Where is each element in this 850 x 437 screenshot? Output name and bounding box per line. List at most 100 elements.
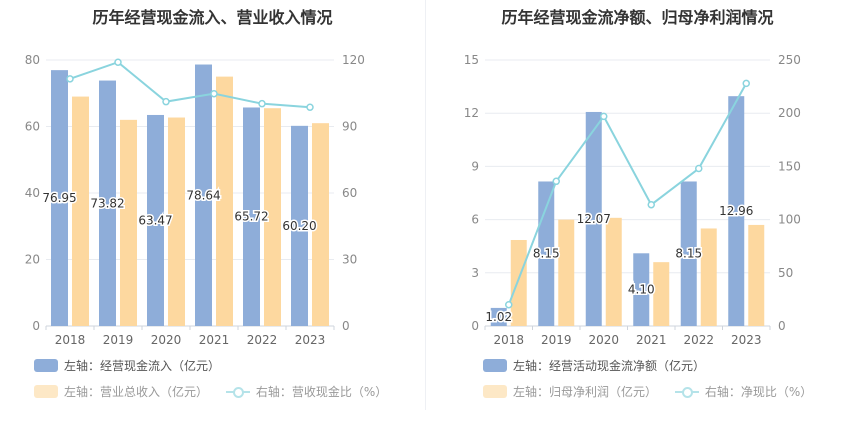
- y-left-tick-label: 60: [25, 120, 40, 134]
- legend-item-net-cash-ratio[interactable]: 右轴：净现比（%）: [674, 383, 813, 400]
- ratio-point: [306, 103, 314, 111]
- y-left-tick-label: 80: [25, 53, 40, 67]
- chart-panel-right: 历年经营现金流净额、归母净利润情况 0 3 6 9 12 15 0 50 100 150 200 25…: [425, 0, 850, 437]
- bar-data-label: 60.20: [282, 219, 316, 233]
- ratio-point: [66, 75, 74, 83]
- legend-item-net-cash-flow[interactable]: 左轴：经营活动现金流净额（亿元）: [483, 357, 705, 374]
- bar-data-label: 78.64: [186, 188, 220, 202]
- bar-1-secondary: [700, 228, 717, 326]
- bar-data-label: 76.95: [42, 191, 76, 205]
- x-tick-label: 2022: [683, 333, 714, 347]
- bar-0-primary: [291, 125, 308, 327]
- bar-0-secondary: [120, 119, 137, 326]
- legend-swatch: [225, 385, 250, 398]
- y-right-tick-label: 30: [342, 253, 357, 267]
- legend-swatch: [483, 359, 507, 372]
- y-right-tick-label: 0: [342, 319, 350, 333]
- x-tick-label: 2023: [295, 333, 326, 347]
- legend-item-ratio[interactable]: 右轴：营收现金比（%）: [225, 383, 388, 400]
- legend-swatch: [483, 385, 507, 398]
- chart-panel-left: 历年经营现金流入、营业收入情况 0 20 40 60 80 0 30 60 90 120 2018 2…: [25, 8, 388, 400]
- y-left-tick-label: 20: [25, 253, 40, 267]
- ratio-line: [507, 82, 748, 306]
- ratio-point: [258, 99, 266, 108]
- legend-item-net-profit[interactable]: 左轴：归母净利润（亿元）: [483, 383, 657, 400]
- ratio-point: [114, 58, 122, 66]
- bar-0-primary: [51, 70, 68, 326]
- chart-title: 历年经营现金流入、营业收入情况: [92, 8, 333, 27]
- ratio-point: [552, 177, 560, 186]
- bar-data-label: 63.47: [138, 213, 172, 227]
- y-left-tick-label: 12: [464, 106, 479, 120]
- x-tick-label: 2023: [731, 333, 762, 347]
- bar-data-label: 73.82: [90, 196, 124, 210]
- ratio-point: [695, 164, 703, 173]
- bar-1-secondary: [510, 239, 527, 326]
- bar-1-secondary: [605, 217, 622, 326]
- bar-data-label: 8.15: [675, 247, 702, 261]
- x-tick-label: 2018: [55, 333, 86, 347]
- legend-label: 左轴：经营活动现金流净额（亿元）: [513, 359, 706, 373]
- legend-swatch: [34, 359, 58, 372]
- ratio-line: [69, 61, 311, 109]
- x-tick-label: 2019: [541, 333, 572, 347]
- bar-0-secondary: [168, 117, 185, 327]
- y-right-tick-label: 250: [778, 53, 801, 67]
- x-tick-label: 2019: [103, 333, 134, 347]
- bar-data-label: 12.96: [719, 204, 753, 218]
- ratio-point: [210, 89, 218, 98]
- bar-data-label: 8.15: [533, 247, 560, 261]
- legend-item-revenue[interactable]: 左轴：营业总收入（亿元）: [34, 383, 208, 400]
- y-right-tick-label: 90: [342, 120, 357, 134]
- x-tick-label: 2021: [636, 333, 667, 347]
- y-left-tick-label: 9: [471, 159, 479, 173]
- ratio-point: [742, 79, 750, 88]
- y-left-tick-label: 40: [25, 186, 40, 200]
- bar-data-label: 4.10: [628, 283, 655, 297]
- bar-1-primary: [585, 111, 602, 326]
- legend-label: 左轴：经营现金流入（亿元）: [64, 359, 221, 373]
- y-left-tick-label: 0: [471, 319, 479, 333]
- y-right-tick-label: 0: [778, 319, 786, 333]
- legend-label: 右轴：营收现金比（%）: [255, 385, 388, 399]
- bar-0-secondary: [264, 108, 281, 327]
- bar-data-label: 1.02: [485, 310, 512, 324]
- bar-0-secondary: [312, 123, 329, 326]
- y-right-tick-label: 60: [342, 186, 357, 200]
- x-tick-label: 2022: [247, 333, 278, 347]
- x-tick-label: 2020: [588, 333, 619, 347]
- bar-1-secondary: [653, 262, 670, 326]
- legend-label: 左轴：归母净利润（亿元）: [513, 385, 658, 399]
- y-left-tick-label: 15: [464, 53, 479, 67]
- y-right-tick-label: 120: [342, 53, 365, 67]
- bar-1-secondary: [748, 224, 765, 326]
- bar-0-primary: [147, 114, 164, 326]
- x-tick-label: 2021: [199, 333, 230, 347]
- y-left-tick-label: 3: [471, 266, 479, 280]
- bar-1-primary: [490, 307, 507, 326]
- ratio-point: [600, 112, 608, 121]
- bar-data-label: 12.07: [577, 212, 611, 226]
- bar-1-primary: [633, 253, 650, 326]
- legend-label: 右轴：净现比（%）: [704, 385, 813, 399]
- bar-1-primary: [680, 181, 697, 326]
- y-right-tick-label: 50: [778, 266, 793, 280]
- legend-swatch: [674, 385, 699, 398]
- bar-1-secondary: [558, 219, 575, 326]
- bar-data-label: 65.72: [234, 210, 268, 224]
- bar-0-secondary: [72, 96, 89, 326]
- legend-item-cash-inflow[interactable]: 左轴：经营现金流入（亿元）: [34, 357, 220, 374]
- bar-0-secondary: [216, 76, 233, 326]
- chart-svg-left: 0 20 40 60 80 0 30 60 90 120 2018 2019 2020 2021 2022 2…: [25, 53, 365, 347]
- legend-swatch: [34, 385, 58, 398]
- ratio-point: [162, 97, 170, 106]
- bar-1-primary: [728, 96, 745, 327]
- x-tick-label: 2018: [493, 333, 524, 347]
- y-right-tick-label: 200: [778, 106, 801, 120]
- panel-divider: [425, 0, 426, 410]
- ratio-point: [505, 300, 513, 309]
- ratio-point: [647, 200, 655, 209]
- y-left-tick-label: 0: [32, 319, 40, 333]
- bar-0-primary: [195, 64, 212, 326]
